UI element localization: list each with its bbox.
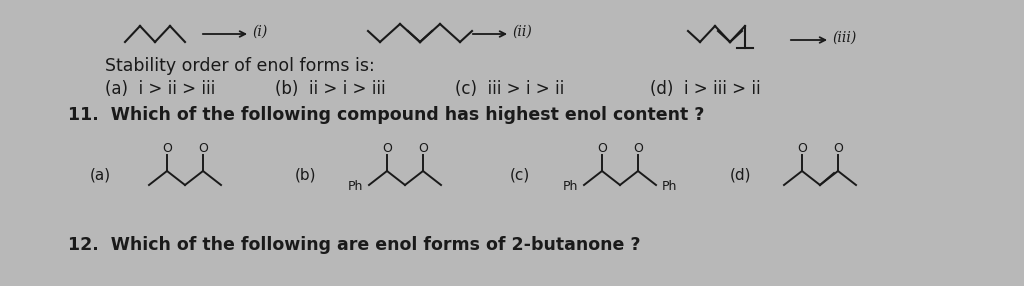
- Text: (iii): (iii): [831, 31, 856, 45]
- Text: (ii): (ii): [512, 25, 531, 39]
- Text: (b)  ii > i > iii: (b) ii > i > iii: [275, 80, 386, 98]
- Text: O: O: [834, 142, 843, 154]
- Text: O: O: [198, 142, 208, 154]
- Text: (a): (a): [90, 168, 112, 182]
- Text: 12.  Which of the following are enol forms of 2-butanone ?: 12. Which of the following are enol form…: [68, 236, 640, 254]
- Text: (b): (b): [295, 168, 316, 182]
- Text: (i): (i): [252, 25, 267, 39]
- Text: (c)  iii > i > ii: (c) iii > i > ii: [455, 80, 564, 98]
- Text: Ph: Ph: [662, 180, 677, 194]
- Text: Ph: Ph: [562, 180, 578, 194]
- Text: (d)  i > iii > ii: (d) i > iii > ii: [650, 80, 761, 98]
- Text: (d): (d): [730, 168, 752, 182]
- Text: Stability order of enol forms is:: Stability order of enol forms is:: [105, 57, 375, 75]
- Text: (a)  i > ii > iii: (a) i > ii > iii: [105, 80, 215, 98]
- Text: O: O: [418, 142, 428, 154]
- Text: O: O: [382, 142, 392, 154]
- Text: O: O: [597, 142, 607, 154]
- Text: Ph: Ph: [347, 180, 362, 194]
- Text: 11.  Which of the following compound has highest enol content ?: 11. Which of the following compound has …: [68, 106, 705, 124]
- Text: (c): (c): [510, 168, 530, 182]
- Text: O: O: [633, 142, 643, 154]
- Text: O: O: [797, 142, 807, 154]
- Text: O: O: [162, 142, 172, 154]
